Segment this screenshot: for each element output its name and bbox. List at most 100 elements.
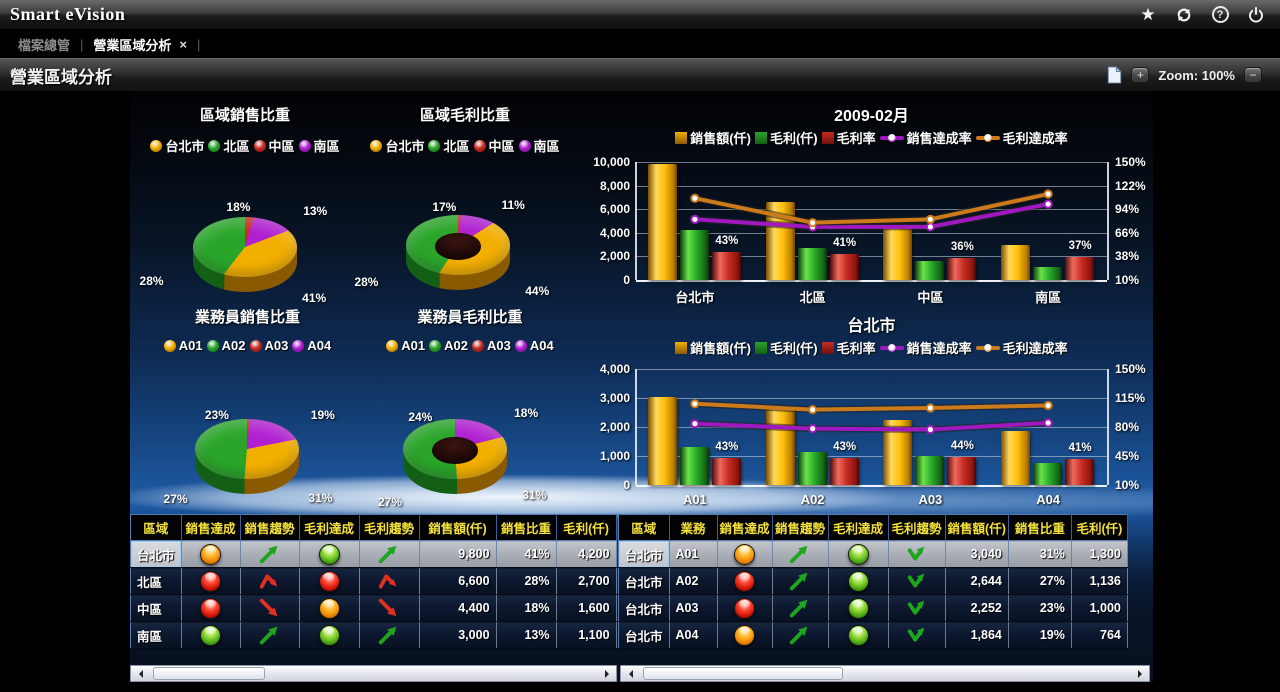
right-axis-tick-label: 94%: [1115, 202, 1140, 217]
profit-trend: [359, 621, 420, 649]
legend-label: 毛利(仟): [769, 131, 818, 146]
table-row[interactable]: 台北市 A03 2,252 23% 1,000: [618, 594, 1128, 622]
pie-slice-percent-label: 18%: [514, 406, 539, 421]
status-light-orange-icon: [318, 597, 340, 619]
trend-down-red-arrow-icon: [378, 598, 397, 617]
tab-file-explorer[interactable]: 檔案總管: [18, 37, 71, 53]
category-label: A01: [682, 492, 707, 507]
line-series-overlay: [690, 189, 1053, 232]
refresh-icon[interactable]: [1174, 5, 1194, 25]
zoom-in-button[interactable]: +: [1131, 67, 1150, 83]
left-axis-tick-label: 2,000: [599, 249, 630, 264]
sales-status-light: [717, 540, 773, 568]
bar-red: [829, 253, 859, 280]
table-row[interactable]: 台北市 A01 3,040 31% 1,300: [618, 540, 1128, 568]
legend-label: A02: [444, 338, 468, 353]
cell-profit-amount: 2,700: [556, 567, 617, 595]
legend-label: A03: [487, 338, 511, 353]
sales-status-light: [717, 621, 773, 649]
legend-marker-icon: [163, 339, 176, 352]
right-axis-tick-label: 66%: [1115, 225, 1140, 240]
legend-marker-icon: [208, 139, 221, 152]
app-title: Smart eVision: [10, 4, 126, 24]
table-row[interactable]: 台北市 A02 2,644 27% 1,136: [618, 567, 1128, 595]
legend-item: 毛利達成率: [975, 338, 1068, 357]
bar-red: [1065, 459, 1095, 485]
table-row[interactable]: 南區 3,000 13% 1,100: [130, 621, 617, 649]
chart-month-combo: 2009-02月 銷售額(仟) 毛利(仟) 毛利率 銷售達成率 毛利達成率 10,000…: [590, 100, 1153, 305]
column-header: 區域: [618, 514, 670, 541]
profit-status-light: [299, 540, 360, 568]
legend-marker-icon: [386, 339, 399, 352]
legend-item: A01: [163, 338, 203, 353]
scroll-thumb[interactable]: [153, 667, 265, 680]
titlebar-actions: ★ ?: [1138, 5, 1280, 25]
report-toolbar: 營業區域分析 + Zoom: 100% −: [0, 58, 1280, 92]
legend-label: 毛利率: [836, 131, 876, 146]
power-icon[interactable]: [1246, 5, 1266, 25]
donut-hole: [431, 436, 479, 464]
table-row[interactable]: 中區 4,400 18% 1,600: [130, 594, 617, 622]
tab-region-analysis[interactable]: 營業區域分析 ×: [93, 35, 187, 54]
favorite-icon[interactable]: ★: [1140, 4, 1156, 24]
help-icon[interactable]: ?: [1210, 5, 1230, 25]
bar-red: [947, 456, 977, 485]
category-label: 中區: [917, 290, 944, 305]
bar-gold: [765, 408, 795, 485]
legend-marker-dot-icon: [887, 133, 896, 142]
legend-item: 台北市: [150, 136, 204, 155]
table-row[interactable]: 北區 6,600 28% 2,700: [130, 567, 617, 595]
table-row[interactable]: 台北市 9,800 41% 4,200: [130, 540, 617, 568]
sales-trend: [772, 567, 829, 595]
cell-agent: A01: [669, 540, 718, 568]
column-header: 毛利趨勢: [888, 514, 946, 541]
cell-region: 中區: [130, 594, 182, 622]
sales-trend: [240, 594, 300, 622]
bar-percent-label: 36%: [950, 241, 974, 254]
pie-top-surface: [193, 217, 297, 277]
new-page-icon[interactable]: [1107, 66, 1123, 84]
pie-slice-percent-label: 13%: [303, 204, 328, 219]
right-axis-tick-label: 122%: [1115, 178, 1146, 193]
scroll-thumb[interactable]: [643, 667, 843, 680]
scroll-left-arrow[interactable]: [622, 666, 638, 681]
pie-slice-percent-label: 18%: [226, 200, 251, 215]
legend-item: 北區: [428, 136, 470, 155]
table-row[interactable]: 台北市 A04 1,864 19% 764: [618, 621, 1128, 649]
chart-agent-profit-pie: 業務員毛利比重 A01 A02 A03 A04 24% 18% 31% 27%: [350, 302, 590, 509]
legend-item: 銷售達成率: [879, 128, 972, 147]
legend-marker-icon: [975, 343, 1000, 352]
profit-status-light: [828, 621, 889, 649]
profit-trend: [359, 594, 420, 622]
legend-label: 北區: [223, 139, 250, 154]
status-light-green-icon: [847, 570, 869, 592]
cell-sales-amount: 6,600: [419, 567, 497, 595]
agent-table-hscrollbar[interactable]: [620, 665, 1150, 682]
region-table-hscrollbar[interactable]: [130, 665, 617, 682]
legend-marker-icon: [975, 133, 1000, 142]
profit-trend: [888, 594, 946, 622]
category-label: 台北市: [675, 290, 715, 305]
close-tab-icon[interactable]: ×: [179, 36, 188, 52]
bar-red: [1065, 257, 1095, 280]
profit-status-light: [299, 621, 360, 649]
legend-label: 南區: [533, 139, 560, 154]
trend-up-green-arrow-icon: [259, 545, 277, 564]
cell-profit-amount: 1,100: [556, 621, 617, 649]
cell-region: 台北市: [130, 540, 182, 568]
cell-sales-share: 28%: [496, 567, 557, 595]
sales-trend: [772, 621, 829, 649]
scroll-right-arrow[interactable]: [599, 666, 615, 681]
zoom-out-button[interactable]: −: [1244, 67, 1262, 83]
gridline: [636, 232, 1107, 234]
legend-marker-icon: [675, 131, 688, 144]
legend-label: A04: [529, 338, 554, 353]
category-label: 北區: [799, 290, 826, 305]
status-light-green-icon: [318, 624, 340, 646]
profit-trend: [888, 567, 946, 595]
legend-item: A03: [249, 338, 288, 353]
scroll-left-arrow[interactable]: [132, 666, 148, 681]
legend-label: 毛利率: [836, 341, 876, 356]
scroll-right-arrow[interactable]: [1132, 666, 1148, 681]
left-axis-tick-label: 0: [623, 478, 630, 492]
